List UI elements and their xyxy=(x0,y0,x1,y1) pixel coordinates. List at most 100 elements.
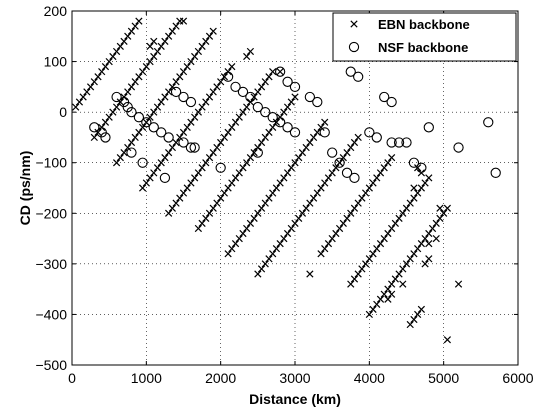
legend-label-ebn: EBN backbone xyxy=(378,17,470,32)
ebn-point xyxy=(291,219,299,228)
ebn-point xyxy=(205,32,214,40)
ebn-point xyxy=(265,73,273,81)
ebn-point xyxy=(187,57,195,66)
ebn-point xyxy=(224,128,232,136)
ebn-point xyxy=(425,255,433,263)
nsf-point xyxy=(282,76,293,87)
ebn-point xyxy=(124,143,132,152)
ebn-point xyxy=(399,209,407,217)
y-tick-label: 100 xyxy=(44,54,68,70)
ebn-point xyxy=(243,52,251,61)
y-axis-title: CD (ps/nm) xyxy=(17,151,33,226)
ebn-point xyxy=(220,133,229,142)
nsf-point xyxy=(408,157,420,168)
data-points xyxy=(72,17,501,344)
legend-x-icon xyxy=(350,20,358,28)
ebn-point xyxy=(328,234,336,243)
ebn-point xyxy=(384,229,392,238)
x-tick-label: 3000 xyxy=(279,370,310,386)
nsf-point xyxy=(289,127,301,138)
ebn-point xyxy=(131,22,139,30)
ebn-point xyxy=(295,154,303,162)
ebn-point xyxy=(165,209,173,217)
ebn-point xyxy=(321,179,329,187)
ebn-point xyxy=(406,255,414,263)
nsf-point xyxy=(133,112,145,123)
ebn-point xyxy=(373,245,381,253)
ebn-point xyxy=(414,189,422,197)
ebn-point xyxy=(161,37,169,45)
ebn-point xyxy=(228,63,236,71)
ebn-point xyxy=(112,103,121,111)
ebn-point xyxy=(276,68,284,76)
ebn-point xyxy=(187,179,195,187)
ebn-point xyxy=(191,113,199,121)
ebn-point xyxy=(176,133,184,142)
ebn-point xyxy=(112,47,121,56)
ebn-point xyxy=(287,98,295,106)
ebn-point xyxy=(328,169,336,177)
ebn-point xyxy=(298,148,307,157)
ebn-point xyxy=(220,73,229,81)
nsf-point xyxy=(245,91,256,103)
ebn-point xyxy=(302,143,310,152)
ebn-point xyxy=(235,113,243,121)
ebn-point xyxy=(417,184,425,192)
nsf-point xyxy=(185,142,197,153)
ebn-point xyxy=(454,280,463,288)
ebn-point xyxy=(165,148,173,157)
ebn-point xyxy=(339,219,347,228)
ebn-point xyxy=(302,204,310,212)
ebn-point xyxy=(176,73,184,81)
ebn-point xyxy=(309,194,318,202)
ebn-point xyxy=(79,93,87,101)
ebn-point xyxy=(153,164,162,172)
nsf-point xyxy=(126,106,137,118)
ebn-point xyxy=(205,93,214,101)
ebn-point xyxy=(391,219,399,228)
ebn-point xyxy=(369,179,377,187)
ebn-point xyxy=(209,148,217,157)
ebn-point xyxy=(269,250,277,258)
ebn-point xyxy=(150,108,158,116)
ebn-point xyxy=(254,270,262,278)
ebn-point xyxy=(399,265,407,273)
ebn-point xyxy=(239,164,247,172)
nsf-point xyxy=(353,71,364,82)
ebn-point xyxy=(276,240,284,248)
nsf-point xyxy=(137,157,148,168)
ebn-point xyxy=(265,255,273,263)
nsf-point xyxy=(185,96,197,108)
ebn-point xyxy=(217,78,225,86)
ebn-point xyxy=(75,98,84,106)
y-tick-label: −300 xyxy=(35,256,67,272)
x-tick-label: 2000 xyxy=(205,370,236,386)
ebn-point xyxy=(317,123,325,131)
ebn-point xyxy=(324,240,333,248)
ebn-point xyxy=(101,63,110,71)
ebn-point xyxy=(298,209,307,217)
ebn-point xyxy=(250,214,258,222)
ebn-point xyxy=(213,143,221,152)
ebn-point xyxy=(116,98,124,106)
ebn-point xyxy=(183,184,191,192)
ebn-point xyxy=(157,98,165,106)
ebn-point xyxy=(120,148,128,157)
ebn-point xyxy=(443,336,452,344)
ebn-point xyxy=(280,234,288,243)
x-tick-label: 1000 xyxy=(131,370,162,386)
ebn-point xyxy=(257,138,266,147)
series-nsf-backbone xyxy=(89,66,501,184)
nsf-point xyxy=(230,81,241,93)
nsf-point xyxy=(126,147,137,158)
ebn-point xyxy=(306,199,314,207)
ebn-point xyxy=(414,164,422,172)
legend-label-nsf: NSF backbone xyxy=(378,40,468,55)
ebn-point xyxy=(417,305,425,313)
ebn-point xyxy=(347,280,355,288)
legend-marker-ebn xyxy=(350,20,358,28)
ebn-point xyxy=(235,234,243,243)
y-tick-label: −400 xyxy=(35,306,67,322)
ebn-point xyxy=(194,108,202,116)
nsf-point xyxy=(215,162,226,173)
